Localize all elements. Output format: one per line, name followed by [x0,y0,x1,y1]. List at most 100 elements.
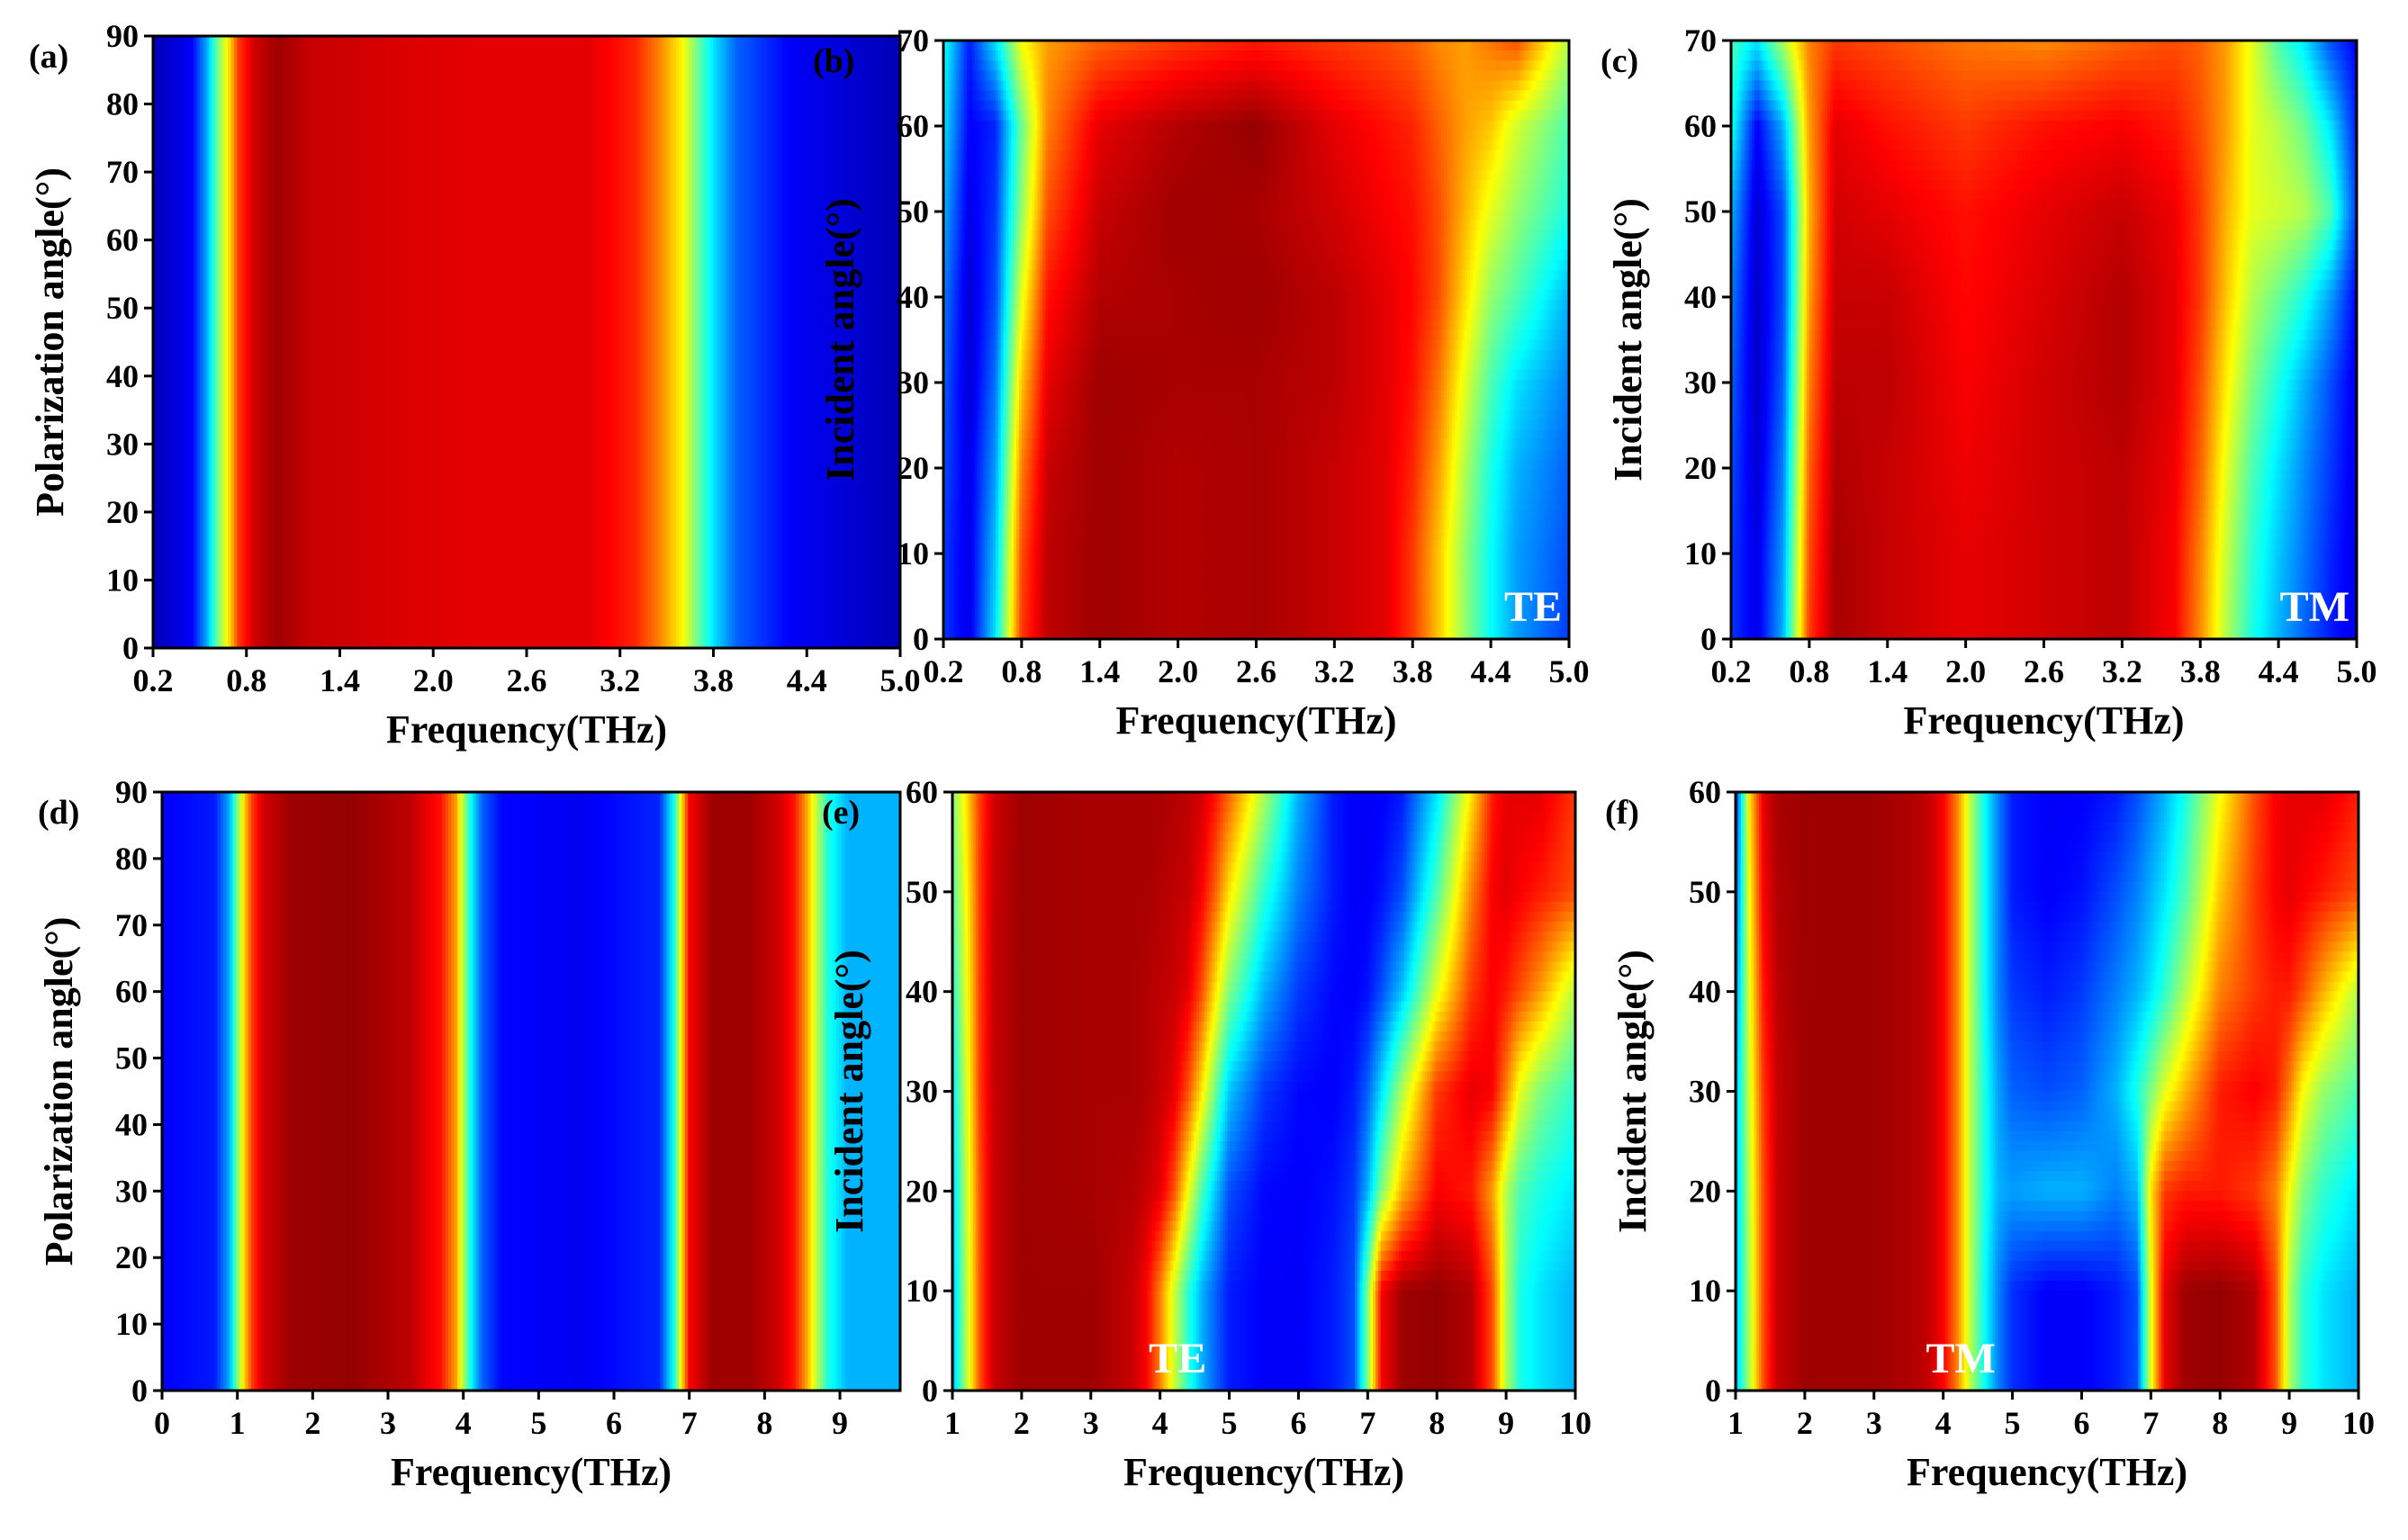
heat-cell [187,36,192,648]
heat-cell [286,36,291,648]
heat-cell [626,36,630,648]
heat-cell [1264,41,1267,51]
heat-cell [964,50,968,61]
heat-cell [1042,41,1046,51]
heat-cell [1438,60,1442,72]
heat-cell [1243,41,1247,51]
heat-cell [199,36,204,648]
heat-cell [1099,41,1104,51]
heat-cell [489,36,493,648]
heat-cell [775,36,780,648]
heat-cell [1256,41,1260,51]
heat-cell [1418,50,1421,61]
heat-cell [1003,50,1007,61]
heat-cell [1459,60,1464,72]
heat-cell [1436,50,1440,61]
heat-cell [953,60,958,72]
heat-cell [1172,60,1177,72]
heat-cell [1378,50,1383,61]
heat-cell [193,36,198,648]
heat-cell [215,36,220,648]
heat-cell [1003,70,1007,82]
heat-cell [184,36,188,648]
heat-cell [1276,50,1281,61]
heat-cell [1026,70,1031,82]
heat-cell [374,36,378,648]
heat-cell [1118,50,1122,61]
x-tick-label: 2.0 [413,662,454,698]
heat-cell [1316,41,1320,51]
heat-cell [1094,41,1098,51]
heat-cell [1151,70,1156,82]
heat-cell [1339,60,1343,72]
heat-cell [1279,41,1284,51]
heat-cell [1491,50,1494,61]
heat-cell [1018,50,1023,61]
heat-cell [1209,70,1213,82]
heat-cell [726,36,730,648]
heat-cell [1201,50,1205,61]
heat-cell [1037,50,1041,61]
heat-cell [1368,50,1372,61]
heat-cell [1198,70,1203,82]
heat-cell [1209,50,1213,61]
heat-cell [871,36,877,648]
heat-cell [1329,60,1333,72]
heat-cell [1248,50,1252,61]
heat-cell [1303,50,1307,61]
heat-cell [1543,50,1547,61]
heat-cell [1495,60,1500,72]
heat-cell [1553,50,1557,61]
heat-cell [1154,50,1159,61]
heat-cell [1214,70,1218,82]
heat-cell [1305,60,1310,72]
heat-cell [1509,50,1513,61]
heat-cell [1006,50,1010,61]
heat-cell [399,36,403,648]
heat-cell [508,36,512,648]
heat-cell [1467,60,1471,72]
heat-cell [1287,50,1291,61]
heat-cell [1250,60,1255,72]
heat-cell [1501,41,1505,51]
heat-cell [1267,41,1270,51]
heat-cell [1366,50,1369,61]
heat-cell [951,70,955,82]
heat-cell [1436,41,1440,51]
heat-cell [1024,70,1028,82]
heat-cell [1133,70,1138,82]
heat-cell [1165,50,1168,61]
heat-cell [1540,41,1544,51]
heat-cell [1032,50,1036,61]
heat-cell [1261,50,1265,61]
heat-cell [679,36,683,648]
heat-cell [1224,41,1229,51]
heat-cell [1491,41,1494,51]
heat-cell [1321,60,1325,72]
heat-cell [1352,41,1357,51]
heat-cell [993,41,997,51]
heat-cell [342,36,347,648]
heat-cell [1014,50,1017,61]
heat-cell [1063,60,1067,72]
heat-cell [446,36,450,648]
heat-cell [1107,70,1112,82]
heat-cell [982,50,987,61]
heat-cell [280,36,285,648]
heat-cell [1553,60,1557,72]
heat-cell [380,36,384,648]
heat-cell [595,36,600,648]
heat-cell [660,36,664,648]
heat-cell [457,36,463,648]
heat-cell [969,70,973,82]
heat-cell [728,36,734,648]
heat-cell [1293,50,1296,61]
heat-cell [389,36,394,648]
heat-cell [1444,50,1448,61]
heat-cell [959,60,963,72]
heat-cell [467,36,472,648]
heat-cell [1044,70,1049,82]
heat-cell [1014,41,1017,51]
heat-cell [346,36,350,648]
heat-cell [967,50,970,61]
